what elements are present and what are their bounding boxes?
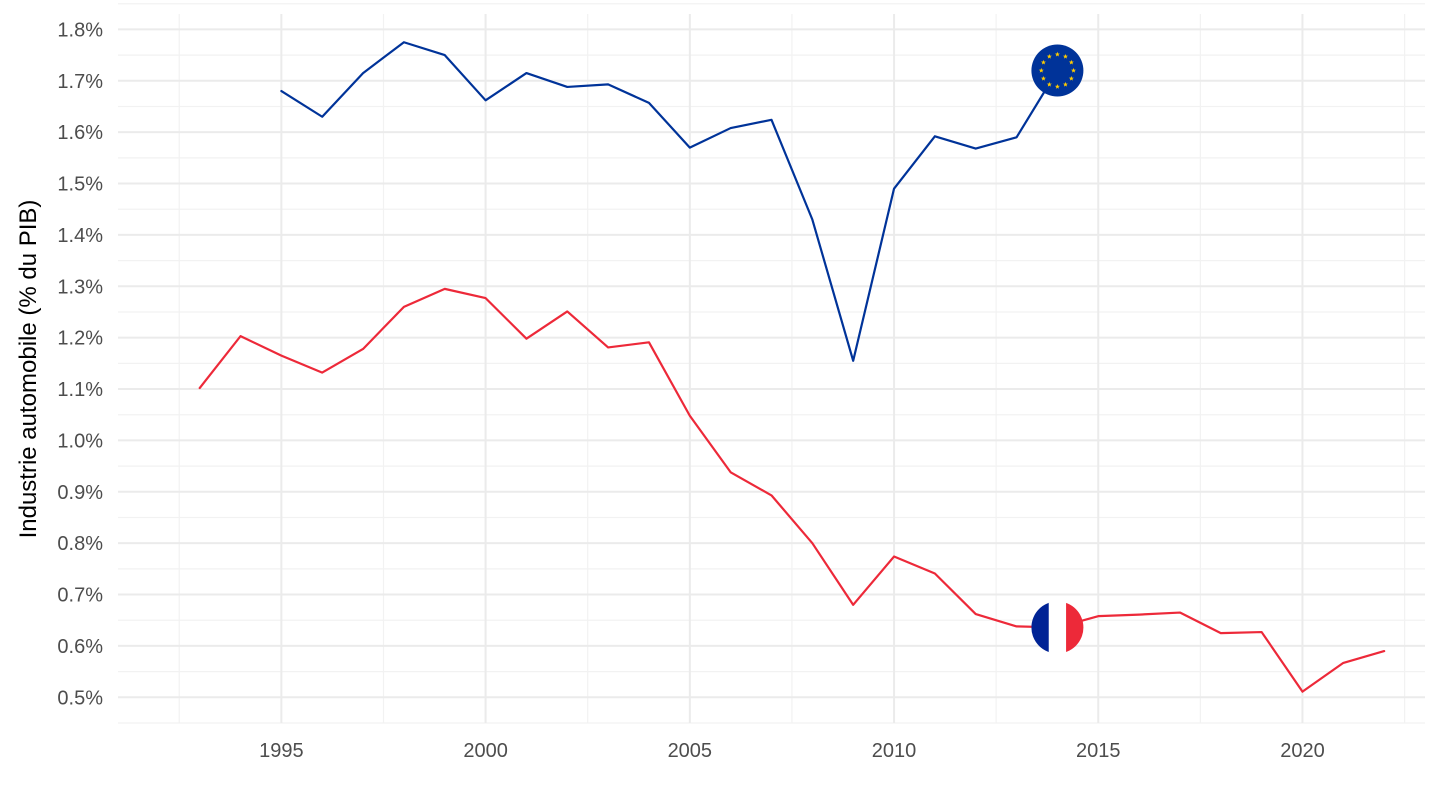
x-axis-tick-labels: 1995 2000 2005 2010 2015 2020 [259, 740, 1325, 762]
x-tick-label: 2010 [872, 740, 917, 762]
eu-star-icon [1054, 84, 1060, 89]
eu-star-icon [1038, 67, 1044, 73]
y-tick-label: 0.5% [57, 687, 103, 709]
y-tick-label: 0.9% [57, 482, 103, 504]
x-tick-label: 2015 [1076, 740, 1121, 762]
y-axis-tick-labels: 0.5% 0.6% 0.7% 0.8% 0.9% 1.0% 1.1% 1.2% 1.3% 1.4%… [57, 19, 103, 709]
x-tick-label: 2000 [463, 740, 508, 762]
y-tick-label: 1.1% [57, 379, 103, 401]
y-tick-label: 1.7% [57, 71, 103, 93]
eu-star-icon [1068, 59, 1074, 65]
eu-star-icon [1046, 81, 1052, 87]
y-tick-label: 1.0% [57, 430, 103, 452]
y-tick-label: 1.4% [57, 225, 103, 247]
y-tick-label: 1.8% [57, 19, 103, 41]
eu-star-icon [1071, 67, 1076, 73]
france-flag-icon [1031, 601, 1084, 654]
eu-flag-icon [1031, 44, 1084, 97]
x-tick-label: 2020 [1280, 740, 1325, 762]
y-tick-label: 1.2% [57, 328, 103, 350]
eu-star-icon [1068, 75, 1074, 81]
flag-markers [1031, 44, 1084, 654]
eu-star-icon [1040, 75, 1046, 81]
y-tick-label: 0.8% [57, 533, 103, 555]
y-tick-label: 1.5% [57, 174, 103, 196]
france-flag-white-stripe [1048, 601, 1067, 654]
y-axis-title: Industrie automobile (% du PIB) [15, 200, 42, 539]
eu-flag-disc [1031, 44, 1084, 97]
eu-star-icon [1062, 81, 1068, 87]
series-line-1 [280, 41, 1059, 362]
major-gridlines [118, 14, 1425, 723]
series-layer [198, 41, 1386, 693]
y-tick-label: 0.7% [57, 585, 103, 607]
eu-star-icon [1040, 59, 1046, 65]
y-tick-label: 0.6% [57, 636, 103, 658]
eu-star-icon [1046, 53, 1052, 59]
x-tick-label: 1995 [259, 740, 304, 762]
france-flag-red-stripe [1066, 601, 1084, 654]
france-flag-blue-stripe [1031, 601, 1050, 654]
y-tick-label: 1.3% [57, 276, 103, 298]
y-tick-label: 1.6% [57, 122, 103, 144]
eu-star-icon [1062, 53, 1068, 59]
x-tick-label: 2005 [668, 740, 713, 762]
series-line-2 [198, 287, 1386, 693]
eu-star-icon [1054, 51, 1060, 57]
